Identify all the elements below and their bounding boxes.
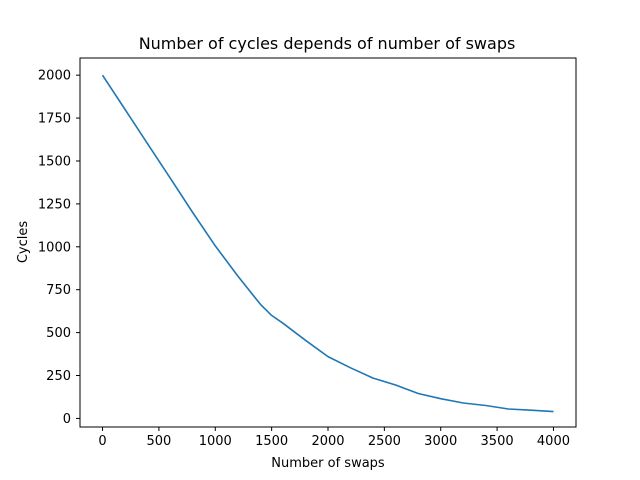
x-tick-label: 4000 xyxy=(537,434,570,449)
chart-title: Number of cycles depends of number of sw… xyxy=(139,34,516,53)
x-tick-label: 1000 xyxy=(199,434,232,449)
plot-frame xyxy=(79,57,577,428)
y-tick-label: 1500 xyxy=(38,154,71,169)
x-tick-label: 0 xyxy=(98,434,106,449)
y-axis-label: Cycles xyxy=(16,221,31,264)
y-tick-label: 500 xyxy=(46,326,71,341)
y-axis: 0 250 500 750 1000 1250 1500 1750 2000 xyxy=(38,69,80,427)
y-tick-label: 1250 xyxy=(38,197,71,212)
x-axis: 0 500 1000 1500 2000 2500 3000 3500 4000 xyxy=(98,427,570,449)
y-tick-label: 2000 xyxy=(38,69,71,84)
y-tick-label: 1000 xyxy=(38,240,71,255)
x-tick-label: 2000 xyxy=(311,434,344,449)
x-axis-label: Number of swaps xyxy=(271,456,385,471)
x-tick-label: 1500 xyxy=(255,434,288,449)
y-tick-label: 0 xyxy=(63,412,71,427)
plot-area xyxy=(101,74,554,413)
y-tick-label: 750 xyxy=(46,283,71,298)
x-tick-label: 3000 xyxy=(424,434,457,449)
y-tick-label: 250 xyxy=(46,369,71,384)
x-tick-label: 500 xyxy=(146,434,171,449)
x-tick-label: 3500 xyxy=(481,434,514,449)
series-line-0 xyxy=(101,74,554,413)
y-tick-label: 1750 xyxy=(38,112,71,127)
x-tick-label: 2500 xyxy=(368,434,401,449)
